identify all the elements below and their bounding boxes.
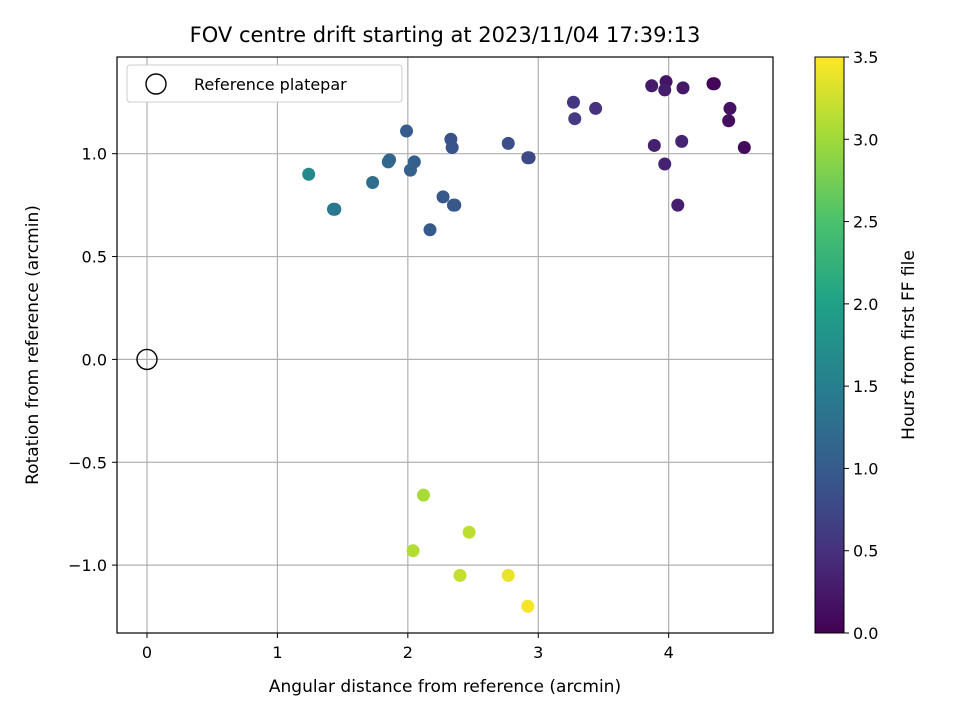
data-point (568, 112, 582, 126)
x-tick-label: 1 (272, 643, 282, 662)
data-point (453, 568, 467, 582)
colorbar-gradient (814, 56, 845, 634)
y-tick-label: 0.5 (82, 248, 107, 267)
data-point (522, 151, 536, 165)
colorbar-tick-label: 1.5 (853, 377, 878, 396)
grid (117, 57, 773, 633)
x-axis-ticks: 0 1 2 3 4 (142, 633, 674, 662)
y-tick-label: −0.5 (68, 453, 107, 472)
data-point (436, 190, 450, 204)
x-tick-label: 3 (533, 643, 543, 662)
y-axis-ticks: −1.0 −0.5 0.0 0.5 1.0 (68, 145, 117, 575)
data-point (676, 81, 690, 95)
y-tick-label: 1.0 (82, 145, 107, 164)
x-axis-label: Angular distance from reference (arcmin) (269, 677, 621, 697)
data-point (658, 83, 672, 97)
legend-marker-icon (145, 73, 167, 95)
data-point (416, 488, 430, 502)
data-point (675, 134, 689, 148)
data-point (448, 198, 462, 212)
data-point (326, 202, 340, 216)
data-point (366, 175, 380, 189)
data-point (381, 155, 395, 169)
colorbar-label: Hours from first FF file (899, 250, 919, 440)
legend: Reference platepar (126, 64, 403, 103)
chart-title: FOV centre drift starting at 2023/11/04 … (190, 23, 701, 47)
y-tick-label: 0.0 (82, 350, 107, 369)
colorbar-tick-label: 3.5 (853, 48, 878, 67)
y-axis-label: Rotation from reference (arcmin) (23, 205, 43, 485)
data-point (521, 599, 535, 613)
x-tick-label: 0 (142, 643, 152, 662)
data-point (462, 525, 476, 539)
colorbar-tick-label: 2.5 (853, 213, 878, 232)
data-point (707, 77, 721, 91)
plot-frame (116, 56, 774, 634)
colorbar-tick-label: 0.5 (853, 542, 878, 561)
data-point (445, 141, 459, 155)
colorbar-tick-label: 2.0 (853, 295, 878, 314)
data-point (403, 163, 417, 177)
data-point (566, 95, 580, 109)
data-point (658, 157, 672, 171)
legend-label: Reference platepar (194, 75, 347, 94)
colorbar-tick-label: 0.0 (853, 624, 878, 643)
data-point (501, 136, 515, 150)
colorbar-tick-label: 3.0 (853, 130, 878, 149)
colorbar-tick-label: 1.0 (853, 459, 878, 478)
x-tick-label: 2 (403, 643, 413, 662)
data-point (406, 544, 420, 558)
data-point (723, 101, 737, 115)
data-point (722, 114, 736, 128)
data-point (671, 198, 685, 212)
y-tick-label: −1.0 (68, 556, 107, 575)
data-point (737, 141, 751, 155)
colorbar-ticks: 0.0 0.5 1.0 1.5 2.0 2.5 3.0 3.5 (844, 48, 878, 643)
data-point (302, 167, 316, 181)
data-point (645, 79, 659, 93)
x-tick-label: 4 (664, 643, 674, 662)
data-point (400, 124, 414, 138)
reference-platepar-icon (136, 348, 158, 371)
data-points (302, 75, 751, 613)
reference-marker (136, 348, 158, 371)
data-point (647, 138, 661, 152)
data-point (423, 223, 437, 237)
data-point (589, 101, 603, 115)
legend-box (126, 64, 403, 103)
colorbar: 0.0 0.5 1.0 1.5 2.0 2.5 3.0 3.5 Hours from firs… (814, 48, 919, 643)
data-point (501, 568, 515, 582)
